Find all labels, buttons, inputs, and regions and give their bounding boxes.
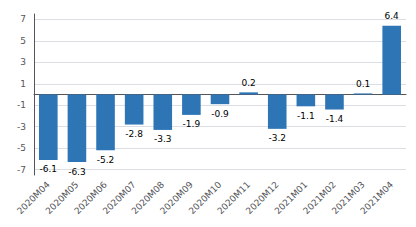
svg-text:-1: -1 — [17, 100, 26, 110]
svg-text:-5: -5 — [17, 143, 26, 153]
svg-text:-6.1: -6.1 — [40, 164, 58, 174]
svg-text:6.4: 6.4 — [385, 11, 400, 21]
svg-text:2021M01: 2021M01 — [272, 179, 310, 217]
svg-text:2020M10: 2020M10 — [186, 179, 224, 217]
svg-text:-5.2: -5.2 — [97, 155, 115, 165]
svg-text:2020M11: 2020M11 — [215, 179, 253, 217]
svg-text:-0.9: -0.9 — [211, 109, 229, 119]
svg-text:2021M04: 2021M04 — [358, 179, 395, 216]
svg-text:-1.4: -1.4 — [326, 114, 344, 124]
svg-text:2020M06: 2020M06 — [72, 179, 110, 217]
svg-text:5: 5 — [20, 36, 26, 46]
svg-text:2020M04: 2020M04 — [15, 179, 52, 217]
svg-text:2020M09: 2020M09 — [158, 179, 195, 217]
svg-text:2020M08: 2020M08 — [129, 179, 167, 217]
svg-text:-6.3: -6.3 — [68, 167, 86, 177]
svg-text:2020M12: 2020M12 — [244, 179, 281, 217]
svg-text:2020M05: 2020M05 — [43, 179, 81, 217]
svg-text:0.1: 0.1 — [356, 79, 370, 89]
svg-text:-3.2: -3.2 — [268, 133, 286, 143]
svg-text:-1.1: -1.1 — [297, 111, 315, 121]
svg-text:7: 7 — [20, 14, 26, 24]
svg-text:-3.3: -3.3 — [154, 134, 172, 144]
svg-text:-3: -3 — [17, 122, 26, 132]
svg-text:-2.8: -2.8 — [125, 129, 143, 139]
svg-text:-7: -7 — [17, 165, 26, 175]
svg-text:2021M02: 2021M02 — [301, 179, 338, 217]
svg-text:-1.9: -1.9 — [183, 119, 201, 129]
svg-text:3: 3 — [20, 57, 26, 67]
svg-text:2020M07: 2020M07 — [100, 179, 138, 217]
svg-text:2021M03: 2021M03 — [329, 179, 367, 217]
svg-text:0.2: 0.2 — [241, 78, 255, 88]
svg-text:1: 1 — [20, 79, 26, 89]
